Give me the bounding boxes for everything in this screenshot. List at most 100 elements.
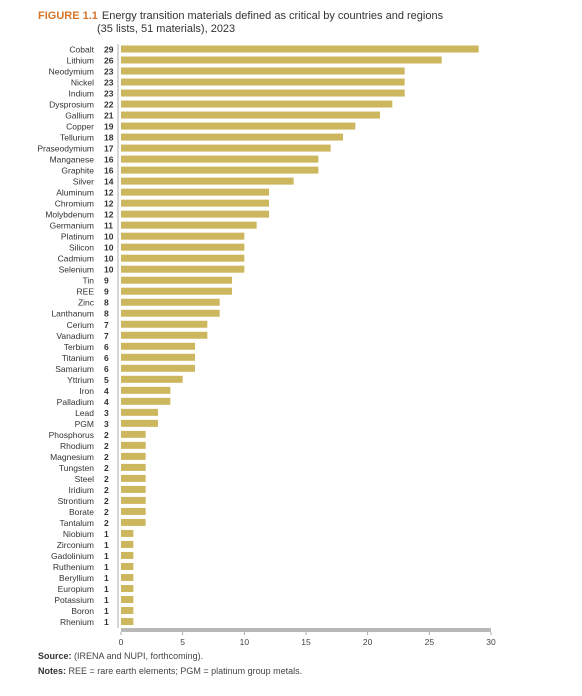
bar: [121, 276, 232, 284]
value-label: 10: [104, 243, 114, 253]
value-label: 2: [104, 463, 109, 473]
category-label: Dysprosium: [49, 100, 94, 110]
bar: [121, 309, 220, 317]
category-label: Niobium: [63, 529, 94, 539]
category-label: Tellurium: [60, 133, 94, 143]
bar: [121, 67, 405, 75]
bar: [121, 320, 208, 328]
x-tick-label: 30: [486, 637, 496, 647]
category-label: Yttrium: [67, 375, 94, 385]
category-label: Europium: [58, 584, 94, 594]
bar: [121, 463, 146, 471]
source-text: (IRENA and NUPI, forthcoming).: [74, 651, 204, 661]
value-label: 26: [104, 56, 114, 66]
value-label: 2: [104, 452, 109, 462]
bar: [121, 507, 146, 515]
category-label: Lead: [75, 408, 94, 418]
bar: [121, 232, 245, 240]
value-label: 6: [104, 353, 109, 363]
category-label: Nickel: [71, 78, 94, 88]
category-label: Titanium: [62, 353, 94, 363]
category-label: PGM: [75, 419, 94, 429]
bar: [121, 408, 158, 416]
category-label: Borate: [69, 507, 94, 517]
value-label: 1: [104, 573, 109, 583]
figure-title: Energy transition materials defined as c…: [101, 10, 444, 22]
category-label: Chromium: [55, 199, 94, 209]
bar: [121, 199, 269, 207]
value-label: 6: [104, 364, 109, 374]
value-label: 12: [104, 188, 114, 198]
figure-title-line-1: FIGURE 1.1 Energy transition materials de…: [38, 10, 568, 23]
category-label: Palladium: [57, 397, 94, 407]
value-label: 16: [104, 155, 114, 165]
source-note: Source: (IRENA and NUPI, forthcoming).: [38, 651, 203, 661]
category-label: Cobalt: [69, 45, 94, 55]
category-label: Germanium: [50, 221, 94, 231]
category-label: Lithium: [67, 56, 94, 66]
bar: [121, 331, 208, 339]
category-label: Strontium: [58, 496, 94, 506]
bar: [121, 122, 356, 130]
bar: [121, 430, 146, 438]
value-label: 23: [104, 89, 114, 99]
category-label: Neodymium: [49, 67, 94, 77]
figure-subtitle: (35 lists, 51 materials), 2023: [97, 23, 236, 35]
value-label: 14: [104, 177, 114, 187]
category-label: Gadolinium: [51, 551, 94, 561]
x-tick-label: 10: [240, 637, 250, 647]
bar: [121, 419, 158, 427]
bar: [121, 397, 171, 405]
value-label: 1: [104, 551, 109, 561]
bar: [121, 111, 380, 119]
category-label: Boron: [71, 606, 94, 616]
value-label: 10: [104, 254, 114, 264]
category-label: REE: [77, 287, 95, 297]
value-label: 18: [104, 133, 114, 143]
bar: [121, 298, 220, 306]
bar: [121, 375, 183, 383]
value-label: 1: [104, 606, 109, 616]
bar: [121, 133, 343, 141]
value-label: 29: [104, 45, 114, 55]
figure-label: FIGURE 1.1: [38, 10, 98, 22]
value-label: 2: [104, 507, 109, 517]
value-label: 1: [104, 584, 109, 594]
value-label: 1: [104, 540, 109, 550]
x-axis-band: [121, 628, 491, 632]
category-label: Platinum: [61, 232, 94, 242]
category-label: Manganese: [50, 155, 95, 165]
x-tick-label: 15: [301, 637, 311, 647]
category-label: Aluminum: [56, 188, 94, 198]
category-label: Selenium: [59, 265, 94, 275]
value-label: 2: [104, 430, 109, 440]
category-label: Silicon: [69, 243, 94, 253]
value-label: 1: [104, 617, 109, 627]
x-axis: 0 5 10 15 20 25 30: [117, 44, 496, 647]
value-label: 23: [104, 78, 114, 88]
category-label: Phosphorus: [49, 430, 94, 440]
category-label: Zinc: [78, 298, 95, 308]
bar: [121, 221, 257, 229]
value-label: 16: [104, 166, 114, 176]
category-label: Molybdenum: [45, 210, 94, 220]
value-label: 11: [104, 221, 113, 231]
value-label: 2: [104, 496, 109, 506]
bar: [121, 254, 245, 262]
value-label: 12: [104, 199, 114, 209]
bar: [121, 529, 134, 537]
source-label: Source:: [38, 651, 72, 661]
value-label: 12: [104, 210, 114, 220]
bar: [121, 100, 393, 108]
bar: [121, 243, 245, 251]
value-label: 1: [104, 595, 109, 605]
bar: [121, 342, 195, 350]
bar: [121, 562, 134, 570]
bar: [121, 496, 146, 504]
value-label: 7: [104, 331, 109, 341]
category-label: Rhenium: [60, 617, 94, 627]
value-label: 9: [104, 276, 109, 286]
value-label: 23: [104, 67, 114, 77]
value-label: 2: [104, 441, 109, 451]
